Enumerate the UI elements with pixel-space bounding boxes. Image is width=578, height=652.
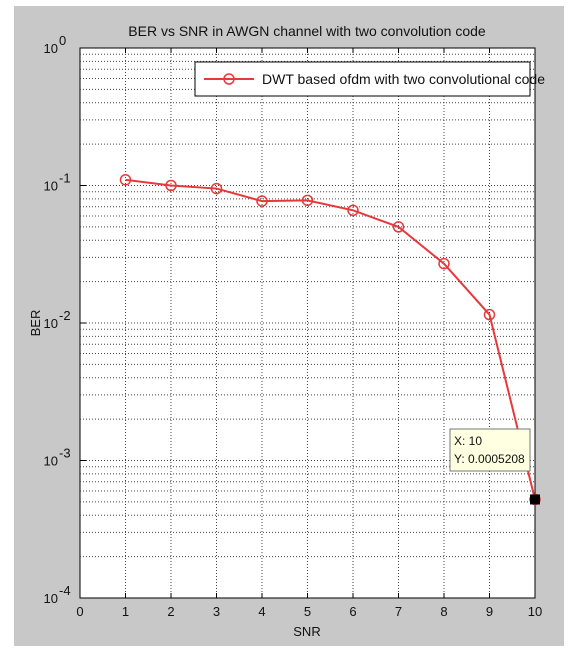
chart-title: BER vs SNR in AWGN channel with two conv…	[128, 23, 486, 39]
x-tick-label: 2	[167, 604, 174, 619]
x-tick-label: 0	[76, 604, 83, 619]
y-tick-exponent: -1	[59, 171, 71, 186]
x-tick-label: 7	[395, 604, 402, 619]
x-tick-label: 3	[213, 604, 220, 619]
data-tip-x: X: 10	[454, 434, 482, 448]
x-tick-label: 4	[258, 604, 265, 619]
data-tip[interactable]: X: 10 Y: 0.0005208	[450, 429, 530, 471]
y-tick-exponent: 0	[59, 33, 66, 48]
legend[interactable]: DWT based ofdm with two convolutional co…	[195, 62, 545, 96]
x-tick-label: 1	[122, 604, 129, 619]
data-tip-y: Y: 0.0005208	[454, 452, 525, 466]
y-tick-label: 10	[44, 179, 58, 194]
x-tick-label: 6	[349, 604, 356, 619]
y-tick-exponent: -2	[59, 308, 71, 323]
x-tick-label: 8	[440, 604, 447, 619]
y-axis-label: BER	[28, 310, 43, 337]
legend-entry-label: DWT based ofdm with two convolutional co…	[262, 71, 545, 87]
x-tick-label: 5	[304, 604, 311, 619]
figure-window: 0 1 2 3 4 5 6 7 8 9 10 10 0 10 -1 10 -2 10 -3 10 -4 BER vs S…	[14, 6, 564, 646]
y-tick-label: 10	[44, 454, 58, 469]
y-tick-exponent: -3	[59, 446, 71, 461]
y-tick-label: 10	[44, 316, 58, 331]
y-tick-label: 10	[44, 41, 58, 56]
x-axis-label: SNR	[293, 624, 320, 639]
y-tick-label: 10	[44, 591, 58, 606]
data-tip-marker	[530, 494, 540, 504]
y-tick-exponent: -4	[59, 583, 71, 598]
x-tick-label: 10	[528, 604, 542, 619]
plot-area	[80, 48, 535, 598]
x-tick-label: 9	[486, 604, 493, 619]
